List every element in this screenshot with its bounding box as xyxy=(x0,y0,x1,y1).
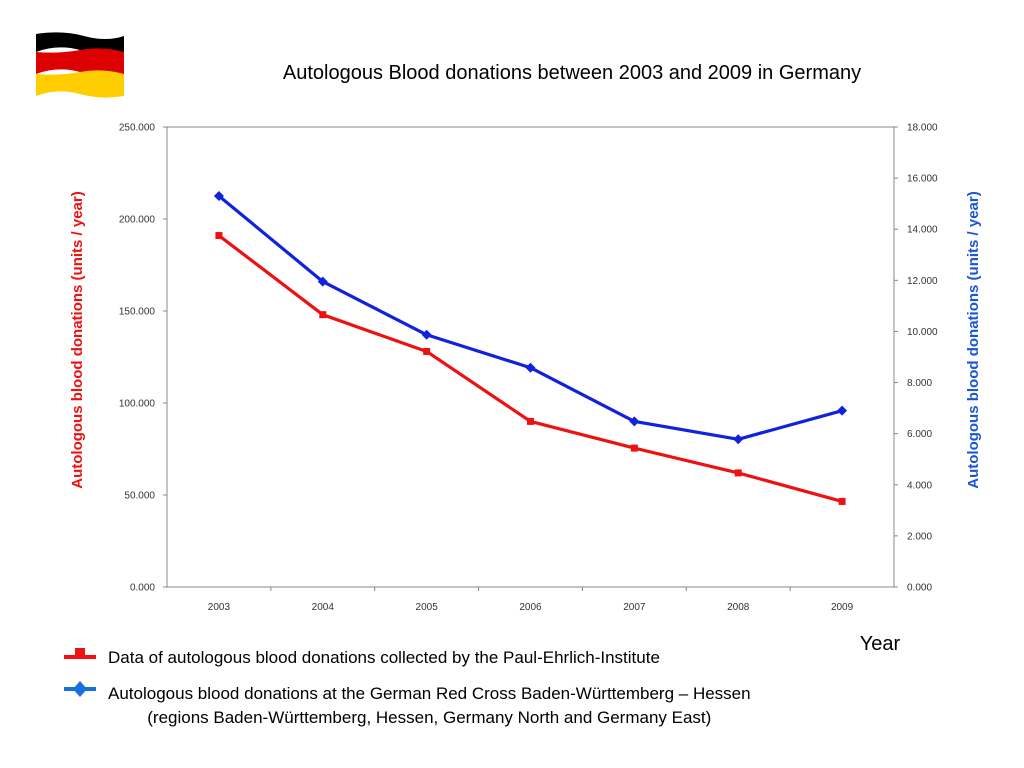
germany-flag-icon xyxy=(36,32,124,98)
legend-item-drk-line1: Autologous blood donations at the German… xyxy=(108,684,751,703)
x-tick-label: 2003 xyxy=(208,602,231,613)
chart-title: Autologous Blood donations between 2003 … xyxy=(282,62,862,84)
legend-item-pei: Data of autologous blood donations colle… xyxy=(108,648,660,667)
y-axis-right-label: Autologous blood donations (units / year… xyxy=(965,191,982,489)
data-point-0 xyxy=(734,469,742,477)
x-tick-label: 2006 xyxy=(519,602,542,613)
y-right-tick-label: 0.000 xyxy=(907,583,932,594)
data-point-1 xyxy=(421,329,432,340)
y-left-tick-label: 50.000 xyxy=(124,491,155,502)
x-tick-label: 2009 xyxy=(831,602,854,613)
y-right-tick-label: 4.000 xyxy=(907,480,932,491)
x-tick-label: 2005 xyxy=(416,602,439,613)
data-point-0 xyxy=(319,311,327,319)
y-left-tick-label: 0.000 xyxy=(130,583,155,594)
data-point-0 xyxy=(215,232,223,240)
y-right-tick-label: 14.000 xyxy=(907,225,938,236)
data-point-1 xyxy=(733,434,744,445)
x-tick-label: 2008 xyxy=(727,602,750,613)
y-right-tick-label: 18.000 xyxy=(907,123,938,134)
y-right-tick-label: 10.000 xyxy=(907,327,938,338)
y-left-tick-label: 200.000 xyxy=(119,215,156,226)
data-point-1 xyxy=(837,405,848,416)
series-line-1 xyxy=(217,194,843,441)
data-point-1 xyxy=(525,362,536,373)
y-left-tick-label: 150.000 xyxy=(119,307,156,318)
data-point-0 xyxy=(838,497,846,505)
data-point-0 xyxy=(527,417,534,425)
legend-item-drk: Autologous blood donations at the German… xyxy=(108,682,751,730)
y-axis-left-label: Autologous blood donations (units / year… xyxy=(69,191,86,489)
data-point-1 xyxy=(213,191,224,201)
y-left-tick-label: 250.000 xyxy=(119,123,156,134)
y-right-tick-label: 12.000 xyxy=(907,276,938,287)
x-tick-label: 2007 xyxy=(623,602,646,613)
y-right-tick-label: 2.000 xyxy=(907,531,932,542)
data-point-1 xyxy=(629,416,640,427)
data-point-0 xyxy=(423,347,431,355)
y-left-tick-label: 100.000 xyxy=(119,399,156,410)
plot-area xyxy=(166,126,895,588)
x-tick-label: 2004 xyxy=(312,602,335,613)
legend-red-square-icon xyxy=(64,648,96,659)
x-axis-label: Year xyxy=(859,633,901,655)
data-point-1 xyxy=(317,276,328,287)
y-right-tick-label: 8.000 xyxy=(907,378,932,389)
legend-item-drk-line2: (regions Baden-Württemberg, Hessen, Germ… xyxy=(147,708,712,727)
legend-blue-diamond-icon xyxy=(64,681,96,697)
data-point-0 xyxy=(630,444,638,452)
y-right-tick-label: 6.000 xyxy=(907,429,932,440)
y-right-tick-label: 16.000 xyxy=(907,174,938,185)
